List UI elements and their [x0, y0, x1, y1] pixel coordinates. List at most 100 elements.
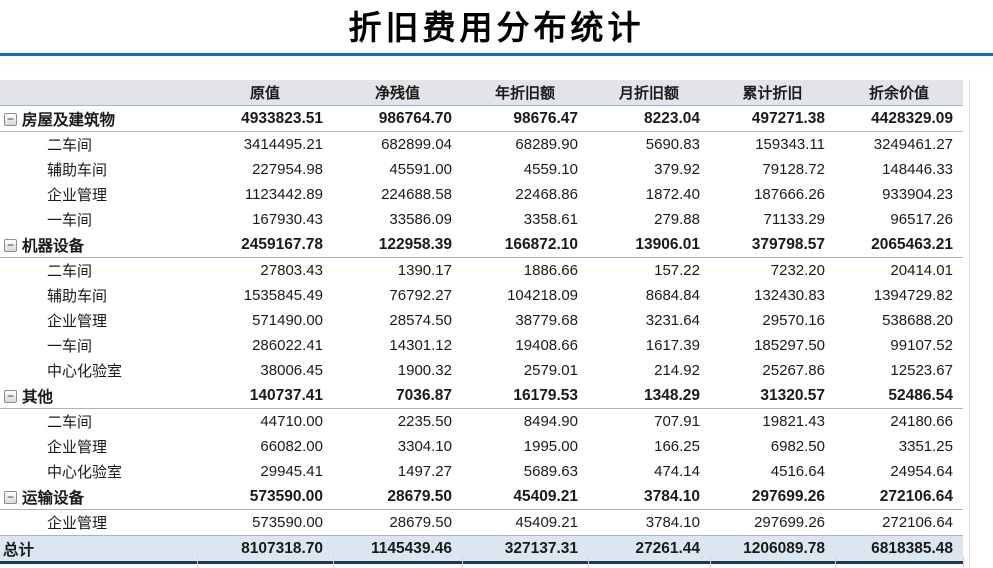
- value-cell: 682899.04: [381, 136, 452, 153]
- group-label: 运输设备: [22, 489, 85, 507]
- depreciation-pivot-table: 原值 净残值 年折旧额 月折旧额 累计折旧 折余价值 − 房屋及建筑物 4933823.51 9…: [0, 80, 963, 564]
- value-cell: 497271.38: [710, 105, 835, 132]
- value-cell: 45409.21: [515, 514, 578, 531]
- value-cell: 99107.52: [890, 337, 953, 354]
- value-cell: 140737.41: [197, 383, 333, 409]
- gridline: [588, 556, 589, 568]
- value-cell: 2579.01: [523, 362, 578, 379]
- table-body: − 房屋及建筑物 4933823.51 986764.70 98676.47 8223.0…: [0, 105, 963, 536]
- value-cell: 3784.10: [645, 514, 700, 531]
- group-row: − 运输设备 573590.00 28679.50 45409.21 3784.10 297…: [0, 484, 963, 510]
- value-cell: 379798.57: [710, 232, 835, 258]
- value-cell: 1886.66: [523, 262, 578, 279]
- value-cell: 13906.01: [588, 232, 710, 258]
- value-cell: 28679.50: [333, 484, 462, 510]
- value-cell: 68289.90: [515, 136, 578, 153]
- value-cell: 185297.50: [754, 337, 825, 354]
- value-cell: 25267.86: [762, 362, 825, 379]
- value-cell: 157.22: [654, 262, 700, 279]
- table-row: 二车间 3414495.21 682899.04 68289.90 5690.83 159…: [0, 132, 963, 158]
- table-row: 中心化验室 29945.41 1497.27 5689.63 474.14 4516.64…: [0, 459, 963, 484]
- value-cell: 573590.00: [197, 484, 333, 510]
- table-row: 企业管理 66082.00 3304.10 1995.00 166.25 6982.50 3…: [0, 434, 963, 459]
- table-row: 一车间 167930.43 33586.09 3358.61 279.88 71133.2…: [0, 207, 963, 232]
- value-cell: 1145439.46: [333, 535, 462, 564]
- row-label: 企业管理: [47, 515, 108, 532]
- collapse-minus-icon[interactable]: −: [4, 238, 17, 252]
- value-cell: 272106.64: [882, 514, 953, 531]
- row-label: 一车间: [47, 212, 93, 229]
- value-cell: 214.92: [654, 362, 700, 379]
- value-cell: 19408.66: [515, 337, 578, 354]
- column-header-2: 净残值: [333, 80, 462, 106]
- row-label: 一车间: [47, 338, 93, 355]
- value-cell: 38006.45: [260, 362, 323, 379]
- gridline: [835, 556, 836, 568]
- title-underline-rule: [0, 53, 993, 56]
- gridline: [710, 556, 711, 568]
- value-cell: 71133.29: [763, 211, 825, 228]
- value-cell: 31320.57: [710, 383, 835, 409]
- value-cell: 29945.41: [260, 463, 323, 480]
- value-cell: 5690.83: [645, 136, 700, 153]
- value-cell: 28679.50: [389, 514, 452, 531]
- row-label: 中心化验室: [47, 363, 123, 380]
- value-cell: 933904.23: [882, 186, 953, 203]
- value-cell: 1206089.78: [710, 535, 835, 564]
- right-column-gridline: [969, 80, 970, 568]
- group-row: − 机器设备 2459167.78 122958.39 166872.10 13906.0…: [0, 232, 963, 258]
- value-cell: 27803.43: [260, 262, 323, 279]
- row-label: 企业管理: [47, 439, 108, 456]
- value-cell: 19821.43: [762, 413, 825, 430]
- collapse-minus-icon[interactable]: −: [4, 112, 17, 126]
- row-label: 二车间: [47, 414, 93, 431]
- group-label: 房屋及建筑物: [22, 111, 116, 129]
- value-cell: 1348.29: [588, 383, 710, 409]
- collapse-minus-icon[interactable]: −: [4, 490, 17, 504]
- collapse-minus-icon[interactable]: −: [4, 389, 17, 403]
- value-cell: 166872.10: [462, 232, 588, 258]
- value-cell: 986764.70: [333, 105, 462, 132]
- value-cell: 1123442.89: [244, 186, 323, 203]
- value-cell: 4428329.09: [835, 105, 963, 132]
- value-cell: 6818385.48: [835, 535, 963, 564]
- table-row: 中心化验室 38006.45 1900.32 2579.01 214.92 25267.8…: [0, 358, 963, 383]
- value-cell: 44710.00: [260, 413, 323, 430]
- table-row: 二车间 27803.43 1390.17 1886.66 157.22 7232.20 20…: [0, 258, 963, 284]
- value-cell: 166.25: [654, 438, 700, 455]
- row-label: 企业管理: [47, 313, 108, 330]
- table-row: 企业管理 571490.00 28574.50 38779.68 3231.64 2957…: [0, 308, 963, 333]
- value-cell: 2235.50: [397, 413, 452, 430]
- table-row: 企业管理 573590.00 28679.50 45409.21 3784.10 2976…: [0, 510, 963, 536]
- value-cell: 104218.09: [507, 287, 578, 304]
- value-cell: 1535845.49: [243, 287, 323, 304]
- column-header-6: 折余价值: [835, 80, 963, 106]
- value-cell: 1872.40: [645, 186, 700, 203]
- value-cell: 3304.10: [397, 438, 452, 455]
- value-cell: 3414495.21: [243, 136, 323, 153]
- table-row: 二车间 44710.00 2235.50 8494.90 707.91 19821.43 2…: [0, 409, 963, 435]
- value-cell: 24180.66: [890, 413, 953, 430]
- value-cell: 279.88: [654, 211, 700, 228]
- row-label: 辅助车间: [47, 288, 108, 305]
- value-cell: 2459167.78: [197, 232, 333, 258]
- value-cell: 12523.67: [890, 362, 953, 379]
- value-cell: 24954.64: [890, 463, 953, 480]
- page-title: 折旧费用分布统计: [348, 9, 645, 46]
- value-cell: 573590.00: [252, 514, 323, 531]
- value-cell: 8684.84: [645, 287, 700, 304]
- value-cell: 5689.63: [523, 463, 578, 480]
- table-row: 企业管理 1123442.89 224688.58 22468.86 1872.40 18…: [0, 182, 963, 207]
- value-cell: 3358.61: [523, 211, 578, 228]
- value-cell: 2065463.21: [835, 232, 963, 258]
- value-cell: 76792.27: [389, 287, 452, 304]
- group-label: 其他: [22, 388, 54, 406]
- value-cell: 187666.26: [754, 186, 825, 203]
- value-cell: 66082.00: [260, 438, 323, 455]
- value-cell: 707.91: [654, 413, 700, 430]
- value-cell: 28574.50: [389, 312, 452, 329]
- value-cell: 4933823.51: [197, 105, 333, 132]
- row-label: 企业管理: [47, 187, 108, 204]
- value-cell: 8107318.70: [197, 535, 333, 564]
- group-row: − 房屋及建筑物 4933823.51 986764.70 98676.47 8223.0…: [0, 105, 963, 132]
